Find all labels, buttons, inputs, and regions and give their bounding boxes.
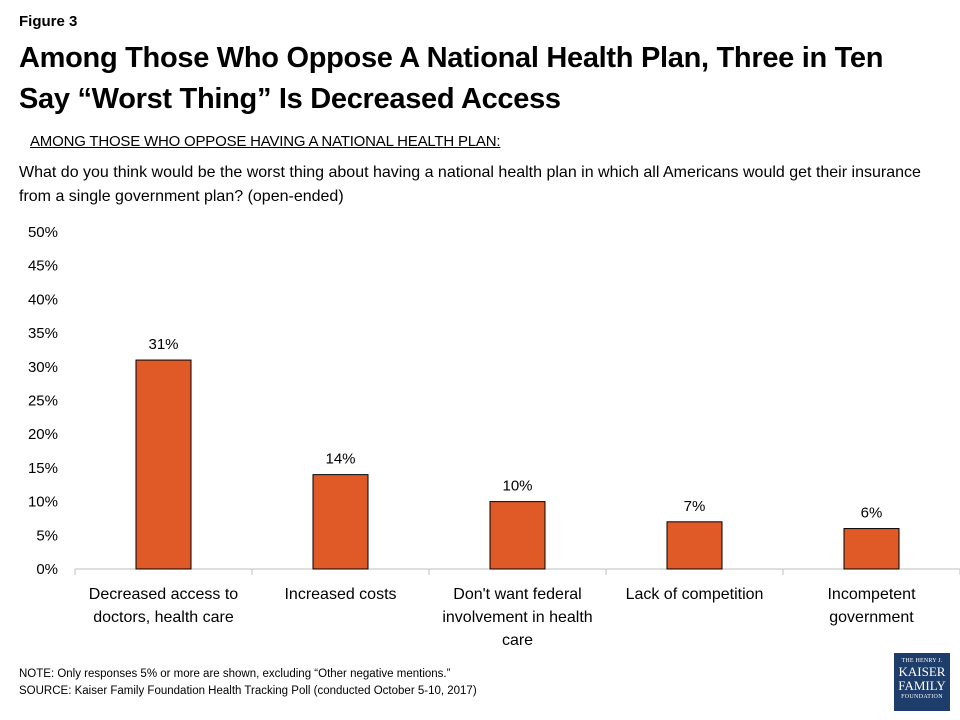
survey-question: What do you think would be the worst thi… — [19, 164, 921, 205]
logo-line-2: KAISER — [898, 664, 946, 679]
y-tick-label: 20% — [28, 426, 58, 443]
logo-line-3: FAMILY — [898, 678, 946, 693]
x-tick-label: Increased costs — [284, 586, 396, 603]
y-tick-label: 50% — [28, 224, 58, 241]
x-tick-label: Incompetent — [827, 586, 916, 603]
logo-line-1: THE HENRY J. — [901, 658, 943, 664]
data-label: 10% — [502, 478, 532, 495]
y-tick-label: 10% — [28, 494, 58, 511]
bar — [312, 474, 369, 570]
y-tick-label: 35% — [28, 325, 58, 342]
x-tick-label: Don't want federal — [453, 586, 581, 603]
x-tick-label: Decreased access to — [89, 586, 239, 603]
x-tick-label: government — [829, 609, 914, 626]
x-tick-label: Lack of competition — [626, 586, 764, 603]
bar-chart: 0% 5% 10% 15% 20% 25% 30% 35% 40% 45% 50% 31% Decrea… — [28, 224, 960, 649]
data-label: 14% — [325, 451, 355, 468]
y-tick-label: 5% — [36, 527, 58, 544]
bar — [666, 521, 723, 570]
figure-label: Figure 3 — [19, 13, 78, 30]
logo-line-4: FOUNDATION — [901, 694, 943, 700]
source-text: SOURCE: Kaiser Family Foundation Health … — [19, 685, 477, 697]
data-label: 6% — [861, 505, 883, 522]
x-tick-label: involvement in health — [442, 609, 592, 626]
note-text: NOTE: Only responses 5% or more are show… — [19, 668, 451, 680]
bar — [489, 501, 546, 570]
kff-logo: THE HENRY J. KAISER FAMILY FOUNDATION — [894, 653, 950, 711]
x-tick-label: care — [502, 632, 533, 649]
y-tick-label: 0% — [36, 561, 58, 578]
chart-subtitle: AMONG THOSE WHO OPPOSE HAVING A NATIONAL… — [30, 133, 501, 150]
bar — [843, 528, 900, 570]
y-tick-label: 45% — [28, 258, 58, 275]
chart-title: Among Those Who Oppose A National Health… — [19, 42, 884, 115]
x-tick-label: doctors, health care — [93, 609, 234, 626]
y-tick-label: 30% — [28, 359, 58, 376]
footnote: NOTE: Only responses 5% or more are show… — [19, 666, 477, 700]
y-tick-label: 40% — [28, 291, 58, 308]
y-tick-label: 15% — [28, 460, 58, 477]
y-tick-label: 25% — [28, 393, 58, 410]
data-label: 31% — [148, 336, 178, 353]
bar — [135, 359, 192, 570]
data-label: 7% — [684, 498, 706, 515]
